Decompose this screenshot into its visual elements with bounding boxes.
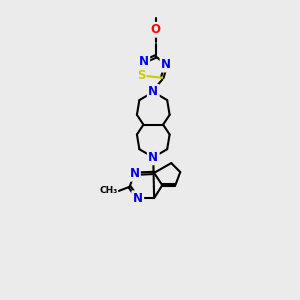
Text: S: S — [137, 69, 145, 82]
Text: N: N — [161, 58, 171, 71]
Text: N: N — [133, 192, 143, 205]
Text: N: N — [139, 55, 149, 68]
Text: N: N — [148, 85, 158, 98]
Text: O: O — [151, 23, 161, 36]
Text: N: N — [130, 167, 140, 180]
Text: CH₃: CH₃ — [99, 186, 117, 195]
Text: N: N — [148, 151, 158, 164]
